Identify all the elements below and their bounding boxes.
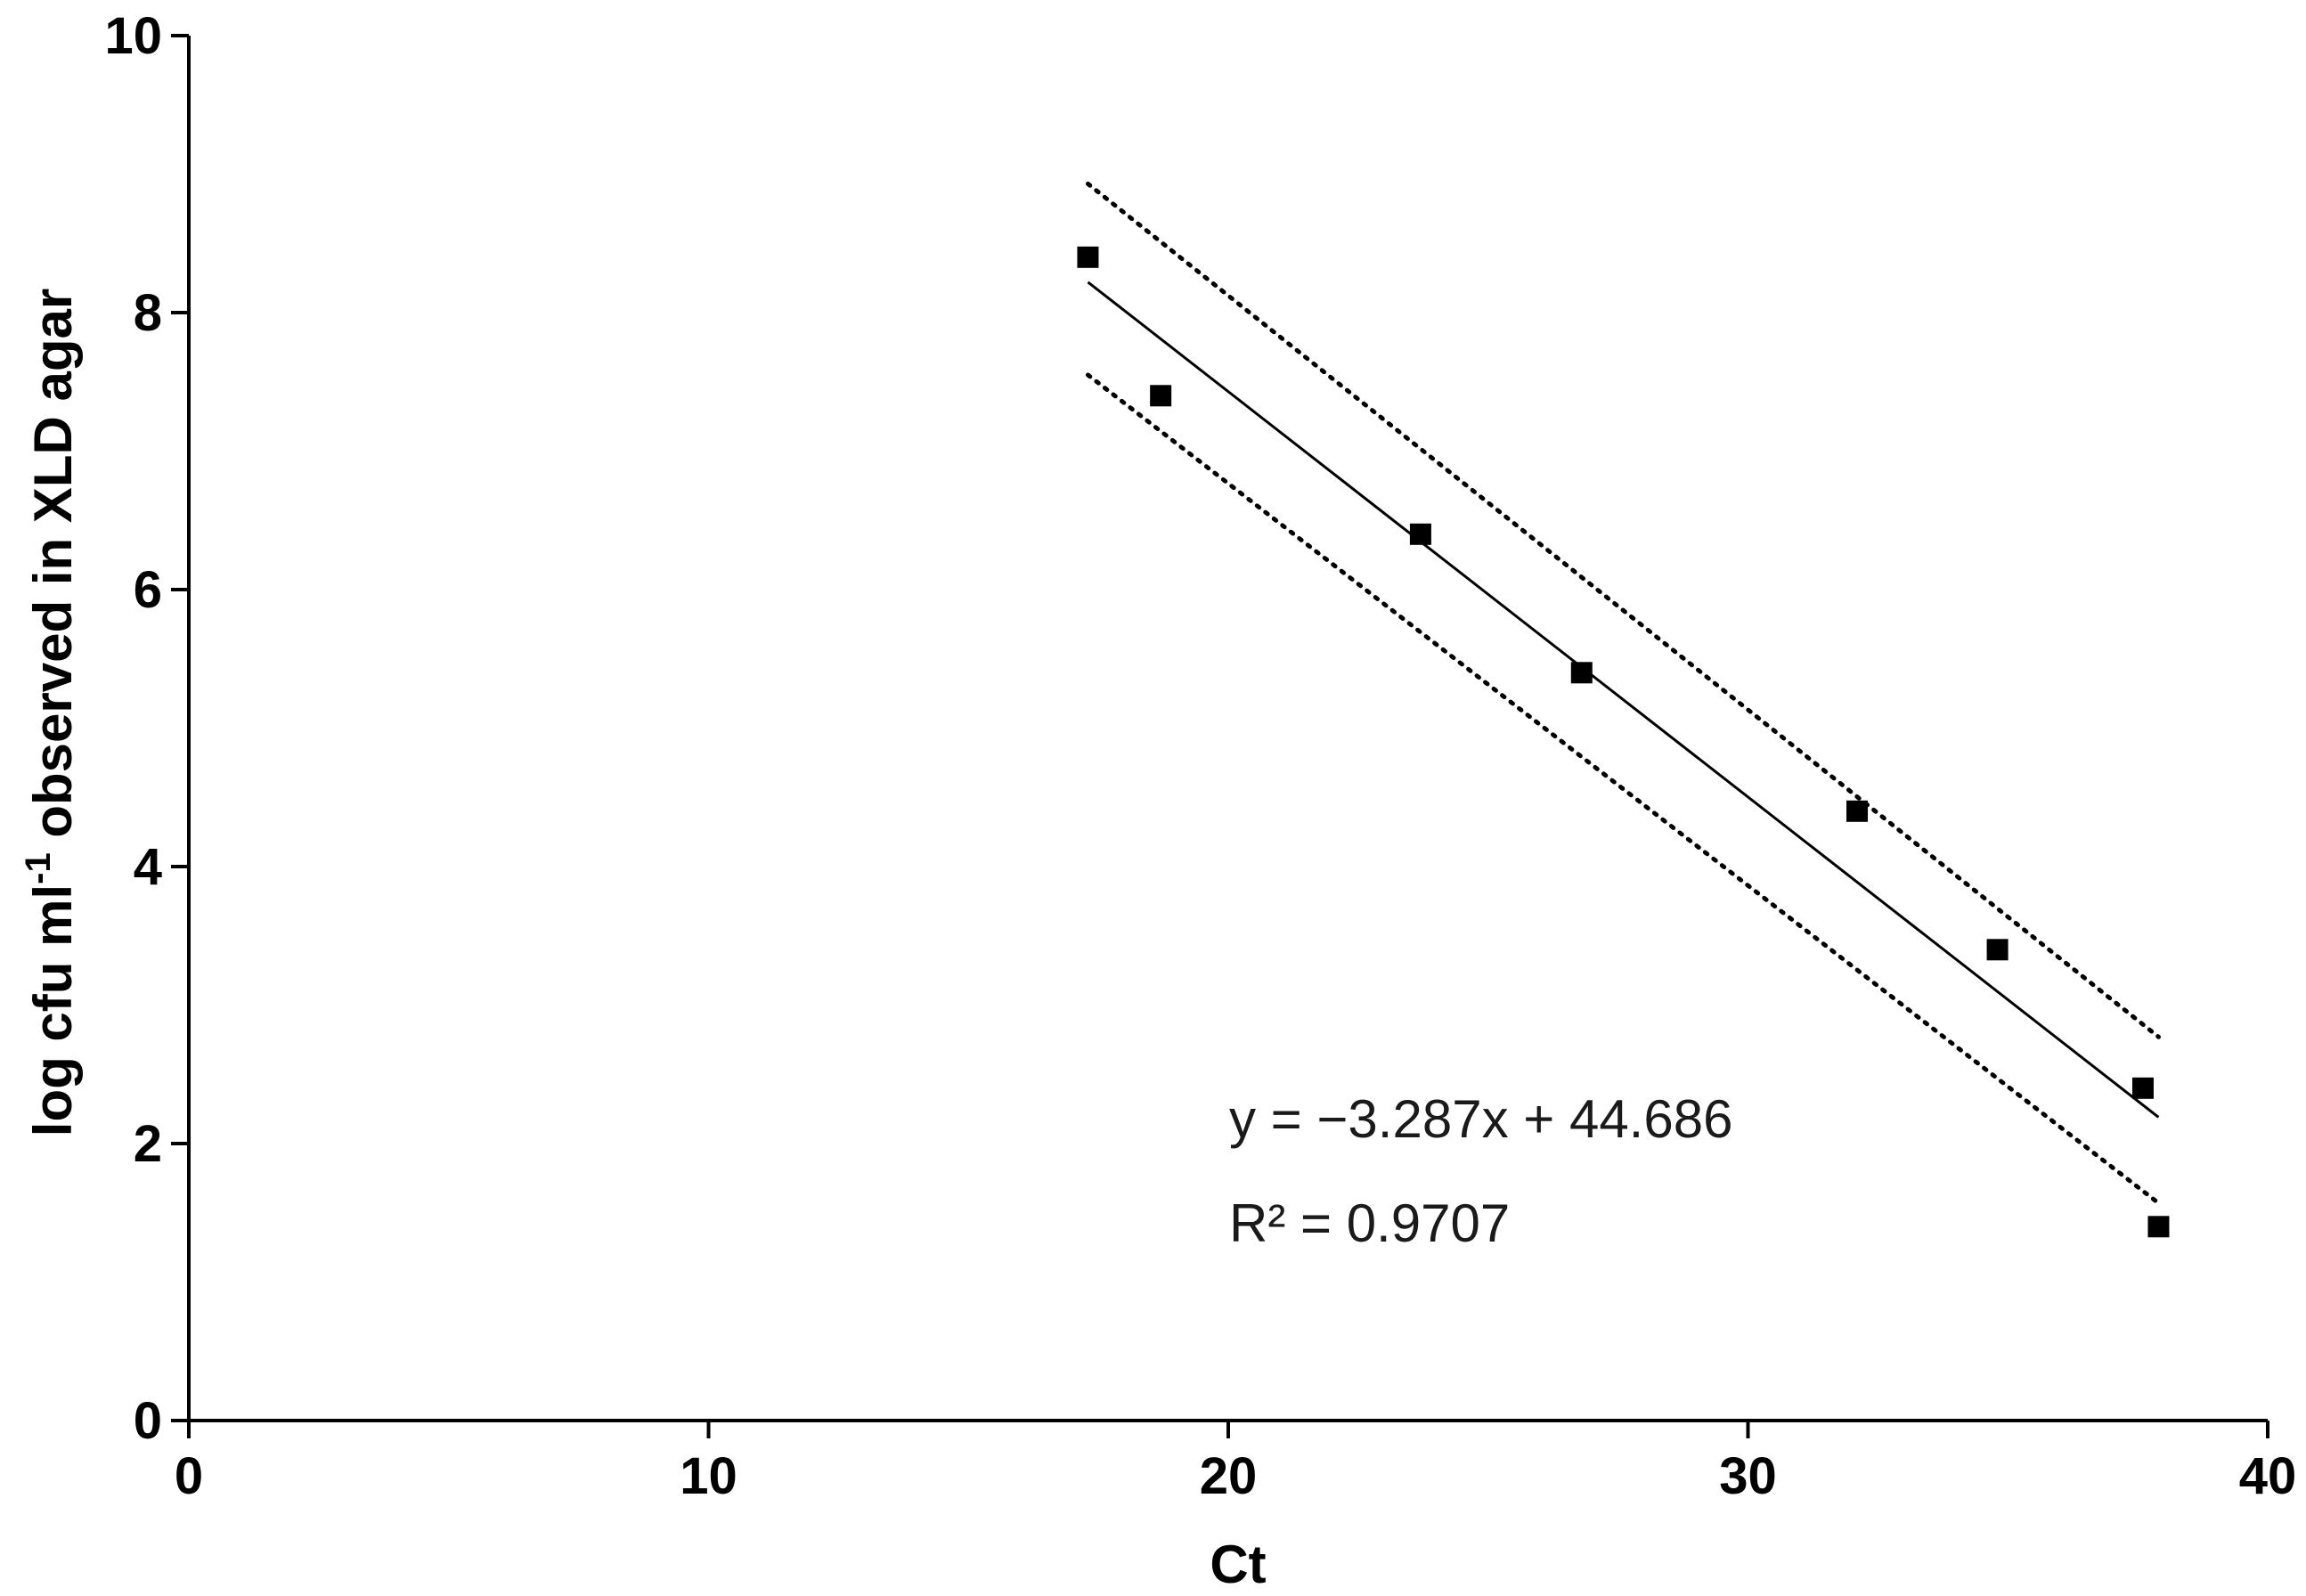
plot-area — [1077, 181, 2170, 1238]
equation-annotation: y = −3.287x + 44.686 — [1229, 1089, 1732, 1149]
y-axis-title-main: log cfu ml — [23, 884, 83, 1136]
data-point — [1986, 939, 2009, 961]
x-tick-label: 0 — [175, 1447, 203, 1505]
upper-confidence-band — [1085, 181, 2161, 1039]
x-axis-title: Ct — [1210, 1535, 1266, 1594]
x-tick-label: 30 — [1719, 1447, 1777, 1505]
data-point — [1409, 523, 1431, 545]
data-point — [1570, 662, 1593, 684]
axes: 0 10 20 30 40 0 2 4 6 8 10 — [104, 7, 2296, 1505]
x-tick-label: 10 — [680, 1447, 737, 1505]
data-point — [2147, 1216, 2170, 1238]
y-tick-label: 10 — [104, 7, 162, 65]
regression-line — [1087, 281, 2160, 1119]
y-axis-title-superscript: -1 — [19, 852, 58, 884]
y-axis-title: log cfu ml-1 observed in XLD agar — [19, 289, 83, 1136]
x-tick-label: 20 — [1200, 1447, 1258, 1505]
y-tick-label: 0 — [134, 1392, 162, 1450]
data-point — [1150, 385, 1172, 407]
lower-confidence-band — [1085, 372, 2161, 1206]
r-squared-annotation: R² = 0.9707 — [1229, 1193, 1510, 1253]
y-tick-label: 6 — [134, 561, 162, 619]
y-axis-title-rest: observed in XLD agar — [23, 289, 83, 853]
x-tick-label: 40 — [2239, 1447, 2297, 1505]
data-point — [1846, 800, 1869, 822]
y-tick-label: 2 — [134, 1115, 162, 1173]
y-tick-label: 4 — [134, 838, 162, 896]
data-point — [2131, 1077, 2154, 1099]
y-tick-label: 8 — [134, 284, 162, 342]
data-point — [1077, 246, 1099, 268]
